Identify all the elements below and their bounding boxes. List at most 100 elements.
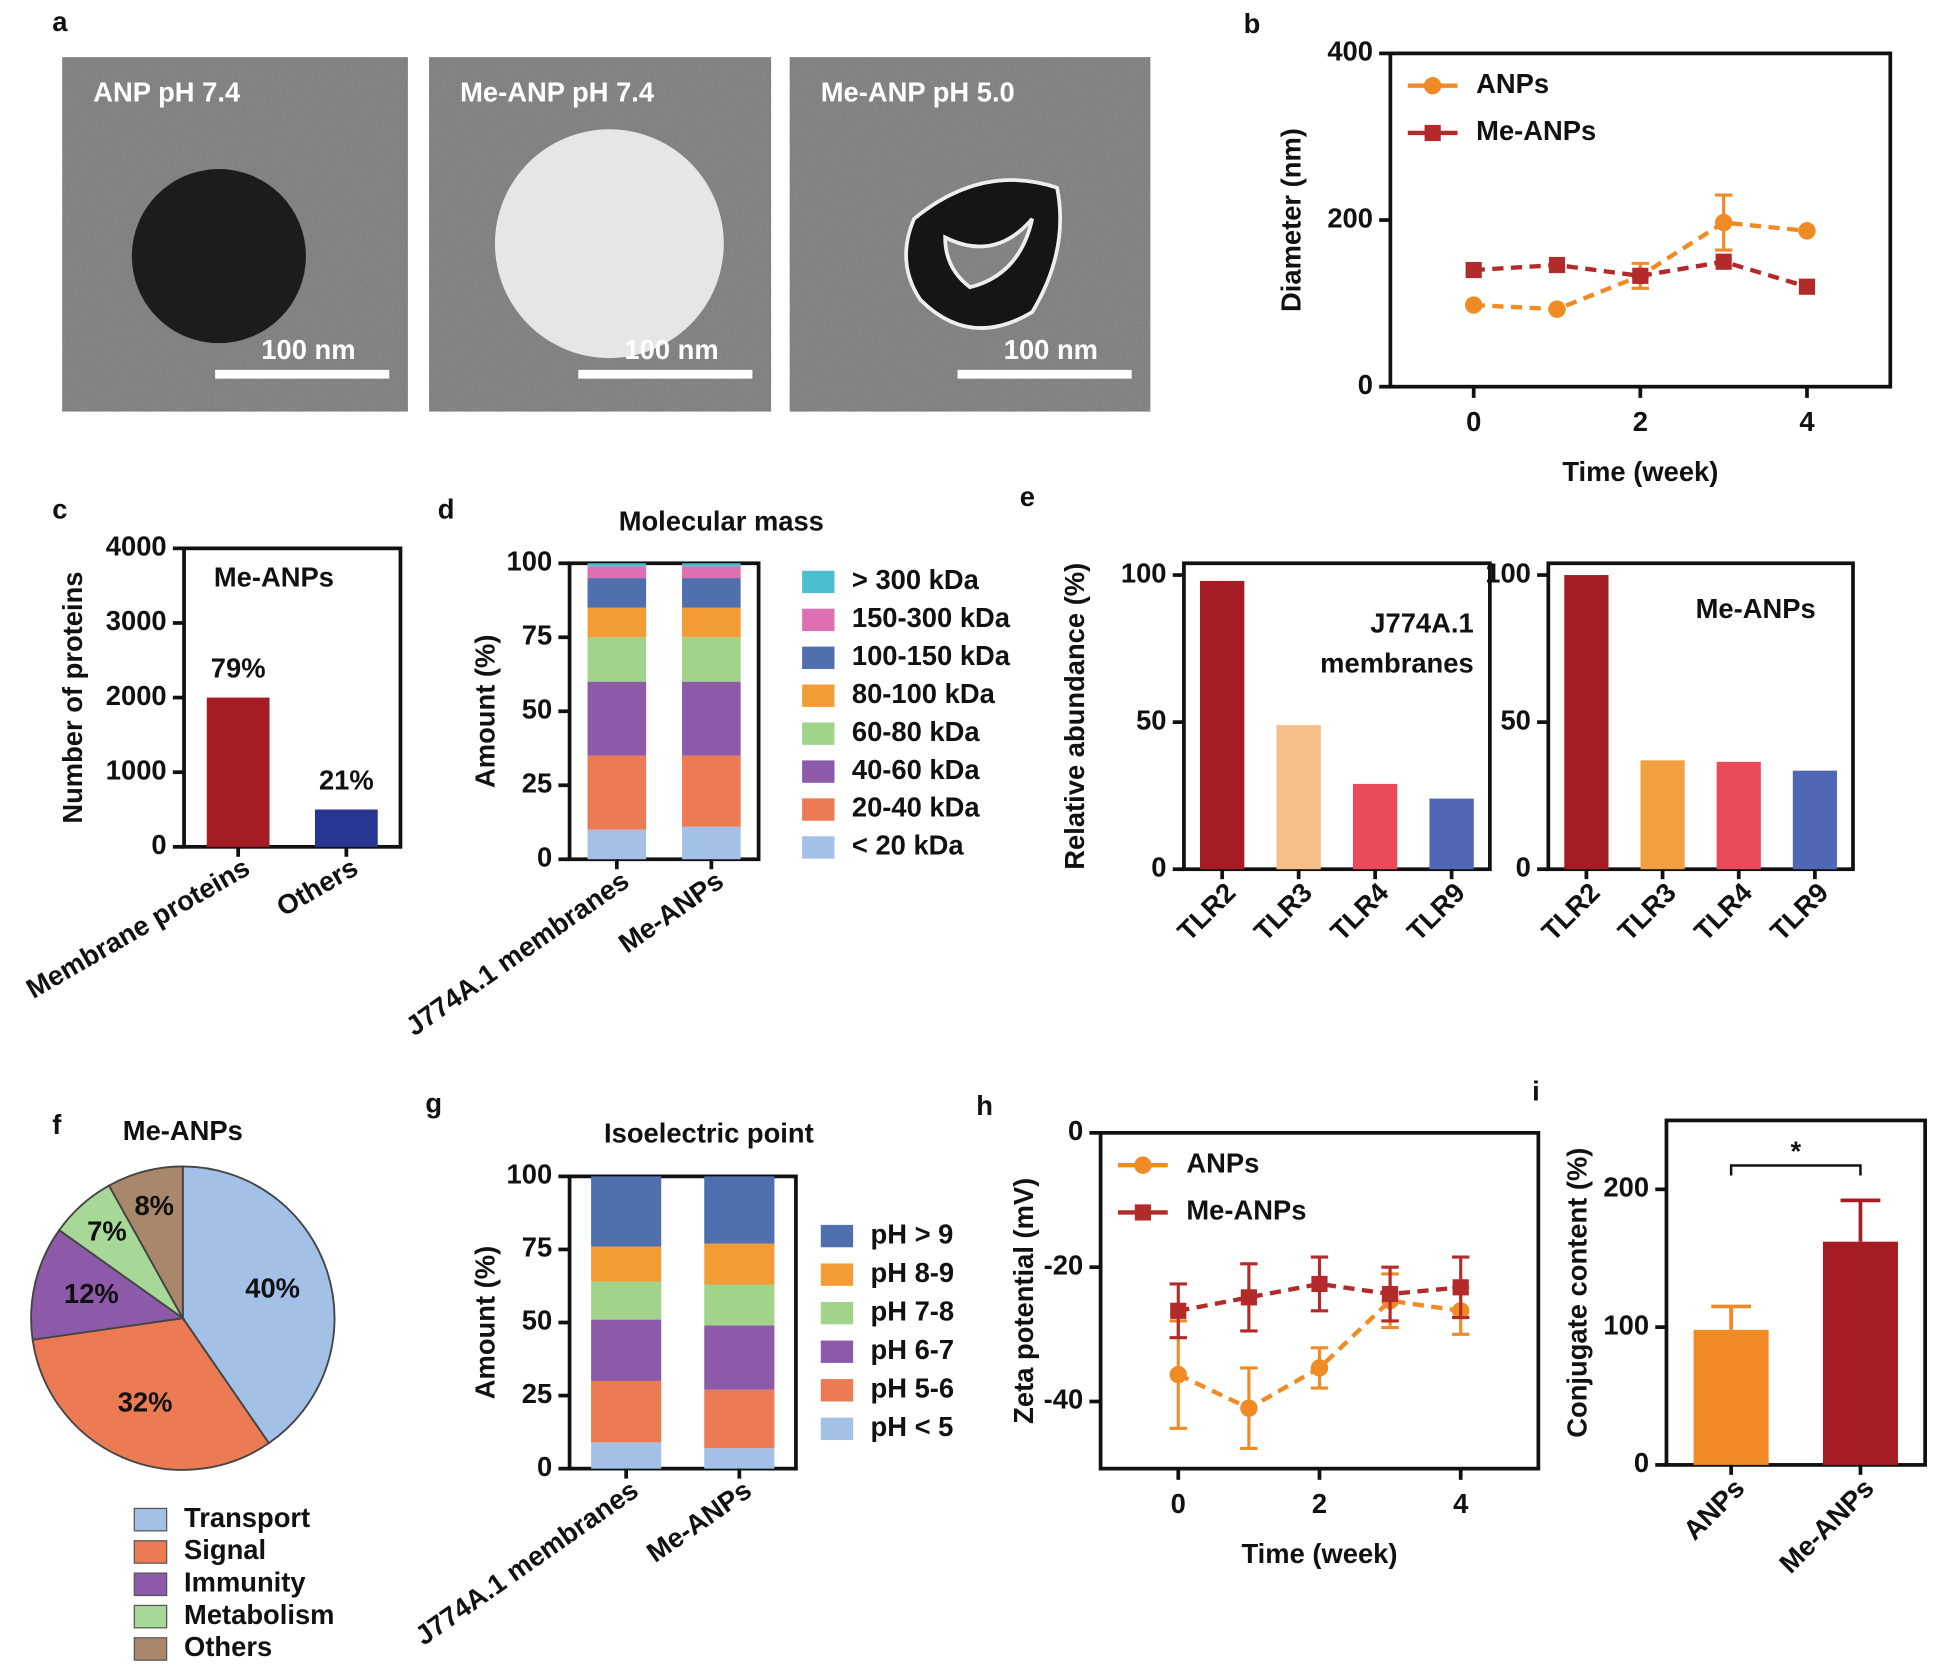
legend-label: pH 8-9 xyxy=(871,1257,955,1288)
legend-swatch xyxy=(802,646,835,669)
series-line xyxy=(1473,259,1808,289)
bar-segment xyxy=(682,566,741,579)
bar-segment xyxy=(682,637,741,682)
y-axis-title: Amount (%) xyxy=(470,1246,501,1399)
y-tick-label: 100 xyxy=(1121,557,1167,588)
bar-segment xyxy=(682,578,741,608)
bar-segment xyxy=(704,1389,775,1449)
x-tick-label: TLR2 xyxy=(1535,877,1605,947)
legend-label: Others xyxy=(184,1631,272,1662)
x-tick-label: Me-ANPs xyxy=(1773,1472,1880,1579)
slice-label: 7% xyxy=(87,1216,127,1247)
bar xyxy=(1792,770,1838,870)
y-tick-label: 200 xyxy=(1327,202,1373,233)
y-tick-label: 50 xyxy=(1136,704,1166,735)
panel-label: a xyxy=(52,6,68,37)
bar xyxy=(1199,580,1245,870)
bar xyxy=(1564,575,1609,870)
marker xyxy=(1798,278,1816,295)
legend-label: pH < 5 xyxy=(871,1411,954,1442)
chart-title: Molecular mass xyxy=(619,506,824,537)
panel-label: e xyxy=(1020,481,1035,512)
marker xyxy=(1714,213,1733,232)
y-axis-title: Number of proteins xyxy=(57,571,88,823)
legend-label: pH > 9 xyxy=(871,1218,954,1249)
bar-segment xyxy=(704,1284,775,1326)
bar xyxy=(1716,761,1761,870)
bar xyxy=(1352,783,1398,870)
bar xyxy=(1822,1241,1898,1465)
bar-segment xyxy=(587,566,647,579)
legend-swatch xyxy=(820,1301,854,1325)
y-tick-label: 0 xyxy=(1634,1447,1649,1478)
bar xyxy=(206,697,270,847)
marker xyxy=(1169,1365,1187,1384)
legend-swatch xyxy=(133,1572,168,1597)
pie-slice xyxy=(31,1317,271,1471)
y-tick-label: -20 xyxy=(1044,1249,1084,1280)
bar-segment xyxy=(682,563,741,567)
bar-label: 79% xyxy=(211,652,266,683)
marker xyxy=(1548,256,1566,274)
y-tick-label: 400 xyxy=(1327,36,1373,67)
legend-label: pH 5-6 xyxy=(871,1373,955,1404)
legend-swatch xyxy=(802,722,835,745)
bar-segment xyxy=(591,1442,662,1469)
legend-label: 150-300 kDa xyxy=(852,602,1011,633)
bar-segment xyxy=(682,607,741,638)
x-tick-label: Membrane proteins xyxy=(21,851,255,1004)
legend-swatch xyxy=(820,1224,854,1248)
legend-swatch xyxy=(802,608,835,632)
legend-swatch xyxy=(820,1340,854,1363)
marker xyxy=(1632,267,1649,284)
legend-label: Signal xyxy=(184,1534,266,1565)
inset-title: J774A.1 xyxy=(1370,608,1473,639)
legend-label: 40-60 kDa xyxy=(852,754,980,785)
legend-swatch xyxy=(820,1417,854,1441)
legend-label: 100-150 kDa xyxy=(852,640,1011,671)
x-axis-title: Time (week) xyxy=(1562,456,1718,487)
x-tick-label: 4 xyxy=(1799,406,1815,437)
legend-swatch xyxy=(133,1604,168,1629)
y-tick-label: 0 xyxy=(1358,369,1373,400)
slice-label: 8% xyxy=(134,1190,174,1221)
series-line xyxy=(1177,1281,1461,1313)
chart-title: Me-ANPs xyxy=(123,1115,243,1146)
y-tick-label: 0 xyxy=(1516,851,1531,882)
inset-title: membranes xyxy=(1320,647,1474,678)
legend-swatch xyxy=(820,1379,854,1402)
legend-label: > 300 kDa xyxy=(852,564,980,595)
marker xyxy=(1548,300,1566,318)
x-tick-label: Others xyxy=(271,851,363,922)
bar-segment xyxy=(591,1319,662,1381)
marker xyxy=(1310,1359,1329,1377)
legend-swatch xyxy=(802,684,835,707)
x-tick-label: Me-ANPs xyxy=(641,1474,757,1568)
y-tick-label: 0 xyxy=(537,1451,552,1482)
inset-title: Me-ANPs xyxy=(214,562,334,593)
legend-label: Immunity xyxy=(184,1567,306,1598)
y-axis-title: Conjugate content (%) xyxy=(1562,1148,1593,1438)
panel-label: c xyxy=(52,493,67,524)
x-tick-label: TLR3 xyxy=(1612,877,1682,947)
panel-label: b xyxy=(1244,8,1261,39)
marker xyxy=(1311,1275,1328,1293)
x-tick-label: TLR4 xyxy=(1324,876,1395,947)
y-tick-label: -40 xyxy=(1044,1384,1084,1415)
legend-label: Metabolism xyxy=(184,1599,334,1630)
panel-label: h xyxy=(976,1090,993,1121)
panel-label: i xyxy=(1532,1075,1540,1106)
y-tick-label: 100 xyxy=(507,545,553,576)
marker xyxy=(1798,222,1816,240)
scale-bar-label: 100 nm xyxy=(1004,334,1098,365)
x-tick-label: TLR2 xyxy=(1171,877,1241,947)
y-tick-label: 50 xyxy=(522,1305,552,1336)
bar-segment xyxy=(587,681,647,756)
micrograph xyxy=(789,57,1151,412)
marker xyxy=(1715,253,1732,270)
marker xyxy=(1424,124,1441,142)
y-tick-label: 100 xyxy=(1603,1309,1649,1340)
legend-label: < 20 kDa xyxy=(852,830,965,861)
image-label: Me-ANP pH 5.0 xyxy=(821,77,1015,108)
